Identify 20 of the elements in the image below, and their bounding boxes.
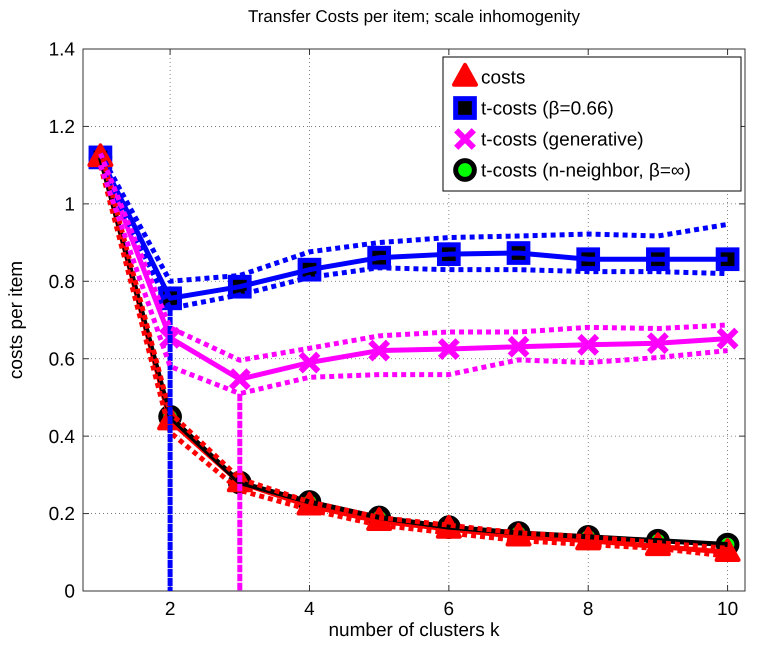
x-tick-label: 10 xyxy=(717,599,738,620)
legend-label: costs xyxy=(481,68,526,89)
x-axis-title: number of clusters k xyxy=(328,620,500,641)
y-tick-label: 0.8 xyxy=(48,272,75,293)
x-tick-label: 6 xyxy=(444,599,454,620)
y-tick-label: 1.2 xyxy=(48,117,75,138)
y-tick-label: 1 xyxy=(64,194,75,216)
y-axis-title: costs per item xyxy=(6,260,27,380)
y-tick-label: 0.6 xyxy=(48,349,75,370)
y-tick-label: 0.2 xyxy=(48,504,75,526)
legend-label: t-costs (generative) xyxy=(481,130,644,151)
y-tick-label: 0.4 xyxy=(48,426,76,448)
x-tick-label: 8 xyxy=(582,599,594,620)
x-tick-label: 4 xyxy=(304,599,316,620)
chart-title: Transfer Costs per item; scale inhomogenity xyxy=(248,7,580,26)
x-tick-label: 2 xyxy=(164,599,176,620)
legend-label: t-costs (β=0.66) xyxy=(481,98,614,120)
y-tick-label: 1.4 xyxy=(48,40,76,61)
legend-label: t-costs (n-neighbor, β=∞) xyxy=(481,160,691,182)
y-tick-label: 0 xyxy=(64,582,75,603)
